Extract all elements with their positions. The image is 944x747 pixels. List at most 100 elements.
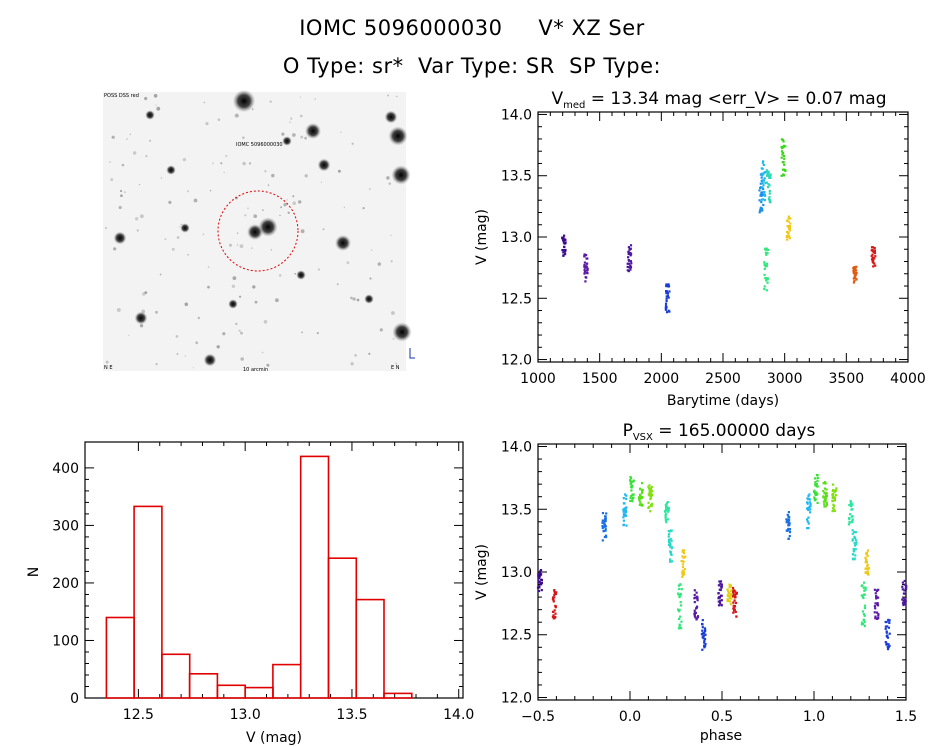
data-point [786, 238, 789, 241]
data-point [669, 552, 673, 556]
data-point [809, 508, 812, 511]
data-point [855, 265, 858, 268]
data-point [729, 603, 732, 606]
data-point [679, 604, 683, 607]
data-point [647, 485, 650, 488]
data-point [540, 578, 543, 581]
y-tick-label: 12.0 [501, 353, 532, 369]
data-point [622, 524, 625, 527]
data-point [604, 528, 607, 531]
data-point [554, 605, 557, 608]
data-point [727, 591, 730, 594]
data-point [719, 580, 723, 583]
data-point [851, 508, 854, 511]
data-point [681, 566, 685, 569]
data-point [788, 524, 791, 527]
data-point [864, 567, 867, 570]
data-point [584, 266, 587, 269]
data-point [860, 623, 863, 626]
main-title: IOMC 5096000030 V* XZ Ser [0, 16, 944, 40]
data-point [808, 501, 811, 504]
data-point [665, 292, 668, 295]
data-point [624, 511, 627, 514]
data-point [665, 295, 668, 298]
data-point [622, 510, 625, 513]
data-point [863, 589, 866, 592]
data-point [639, 501, 642, 504]
data-point [650, 485, 653, 489]
data-point [703, 627, 707, 630]
data-point [759, 208, 762, 211]
data-point [866, 572, 870, 575]
data-point [852, 548, 855, 551]
data-point [903, 579, 906, 583]
data-point [622, 508, 625, 511]
data-point [563, 234, 566, 237]
data-point [679, 601, 682, 604]
data-point [630, 262, 633, 265]
data-point-cluster [860, 581, 867, 628]
data-point [648, 487, 651, 490]
data-point [540, 589, 543, 592]
data-point [583, 261, 586, 264]
data-point [627, 250, 630, 253]
data-point [884, 627, 887, 630]
data-point-cluster [622, 493, 628, 527]
data-point [862, 586, 865, 589]
data-point [668, 310, 671, 313]
data-point [886, 636, 890, 639]
x-tick-label: 4000 [890, 371, 926, 387]
data-point [877, 596, 880, 599]
data-point [719, 585, 723, 588]
data-point [833, 496, 836, 499]
data-point [766, 252, 769, 255]
data-point [762, 193, 765, 196]
data-point [623, 507, 626, 510]
data-point [787, 232, 790, 235]
data-point [669, 560, 672, 563]
data-point [717, 584, 720, 587]
data-point [854, 539, 857, 542]
data-point [760, 201, 763, 204]
data-point [537, 572, 540, 576]
data-point [788, 531, 792, 534]
data-point [727, 589, 730, 593]
data-point [664, 308, 667, 311]
data-point [649, 504, 653, 507]
data-point [763, 273, 766, 276]
data-point [825, 501, 828, 504]
data-point [730, 589, 733, 592]
data-point [764, 251, 767, 254]
data-point [853, 531, 857, 534]
data-point [782, 144, 785, 147]
data-point [693, 609, 696, 612]
data-point [850, 520, 853, 523]
data-point [763, 285, 766, 288]
data-point [788, 518, 791, 522]
data-point [781, 168, 785, 171]
x-tick-label: 1500 [582, 371, 618, 387]
data-point [666, 311, 669, 314]
data-point [585, 271, 588, 274]
data-point [788, 235, 791, 238]
data-point [873, 246, 876, 250]
x-tick-label: 0.5 [711, 709, 733, 725]
data-point [693, 589, 696, 592]
data-point [807, 527, 810, 530]
data-point [863, 581, 866, 584]
y-tick-label: 200 [52, 576, 79, 592]
histogram-bar [383, 692, 413, 699]
data-point [823, 505, 826, 508]
data-point [537, 579, 540, 582]
data-point [781, 147, 784, 150]
data-point [553, 596, 556, 599]
data-point [638, 498, 641, 501]
data-point [680, 588, 683, 591]
data-point [874, 264, 877, 267]
y-tick-label: 300 [52, 518, 79, 534]
data-point [732, 589, 735, 592]
data-point [683, 556, 686, 559]
data-point [585, 269, 589, 272]
data-point [764, 194, 767, 197]
data-point [664, 514, 667, 517]
